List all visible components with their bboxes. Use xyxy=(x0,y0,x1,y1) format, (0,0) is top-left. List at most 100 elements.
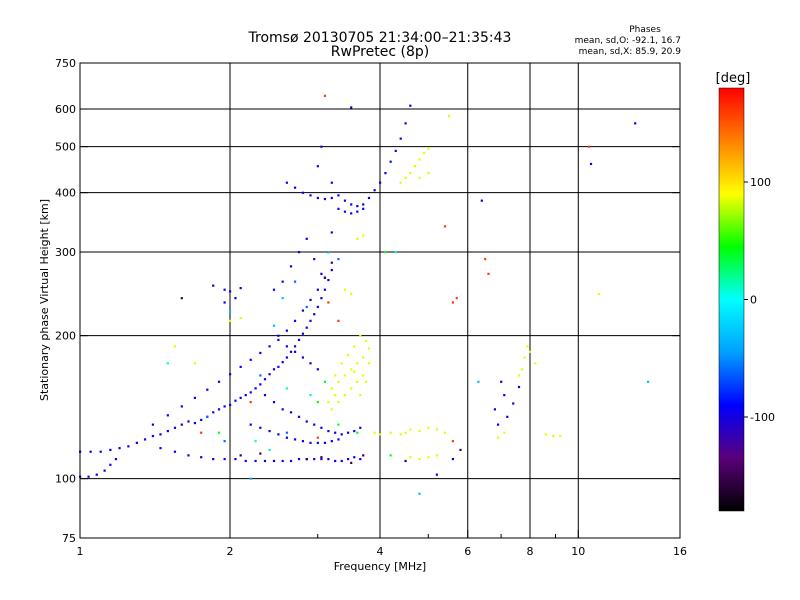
data-point xyxy=(180,423,183,426)
data-point xyxy=(223,405,226,408)
data-point xyxy=(367,196,371,200)
data-point xyxy=(418,429,421,433)
data-point xyxy=(346,457,350,461)
data-point xyxy=(350,368,353,371)
data-point xyxy=(305,237,308,240)
data-point xyxy=(350,387,353,390)
data-point xyxy=(244,459,247,463)
data-point xyxy=(334,459,337,463)
data-point xyxy=(327,401,330,404)
data-point xyxy=(350,106,353,109)
data-point xyxy=(313,258,316,261)
data-point xyxy=(159,447,162,450)
data-point xyxy=(337,401,340,404)
data-point xyxy=(506,415,509,418)
y-tick-label: 500 xyxy=(55,141,76,154)
data-point xyxy=(223,301,226,304)
data-point xyxy=(330,181,333,184)
data-point xyxy=(343,288,347,291)
data-point xyxy=(359,426,362,429)
data-point xyxy=(173,426,177,429)
data-point xyxy=(330,440,333,443)
data-point xyxy=(362,454,365,457)
data-point xyxy=(320,457,323,461)
data-point xyxy=(320,426,323,429)
data-point xyxy=(285,356,288,359)
data-point xyxy=(323,276,327,279)
data-point xyxy=(337,438,340,441)
data-point xyxy=(316,436,319,439)
data-point xyxy=(87,475,90,478)
data-point xyxy=(343,374,347,377)
x-tick-label: 6 xyxy=(464,545,471,558)
data-point xyxy=(114,457,118,461)
data-point xyxy=(323,441,327,444)
grid-lines xyxy=(80,63,680,538)
data-point xyxy=(496,423,500,426)
data-point xyxy=(373,431,376,434)
data-point xyxy=(239,316,242,320)
data-point xyxy=(384,172,387,175)
data-point xyxy=(109,448,112,452)
data-point xyxy=(367,362,371,365)
data-point xyxy=(316,401,319,404)
data-point xyxy=(305,420,308,423)
data-point xyxy=(320,456,323,459)
data-point xyxy=(330,261,333,264)
data-point xyxy=(281,408,284,411)
data-point xyxy=(223,457,226,461)
data-point xyxy=(356,380,359,383)
data-point xyxy=(281,280,284,283)
data-point xyxy=(212,457,215,461)
data-point xyxy=(259,374,262,377)
data-point xyxy=(272,324,276,327)
x-tick-label: 4 xyxy=(377,545,384,558)
x-axis-label: Frequency [MHz] xyxy=(334,560,426,573)
colorbar: [deg] 100 0 -100 xyxy=(716,71,775,512)
data-point xyxy=(343,199,347,202)
data-point xyxy=(109,463,112,466)
data-point xyxy=(249,477,252,480)
data-point xyxy=(529,350,532,353)
data-point xyxy=(293,319,297,322)
data-point xyxy=(384,251,387,254)
data-point xyxy=(327,251,330,254)
data-point xyxy=(330,196,333,200)
data-point xyxy=(394,149,397,153)
data-point xyxy=(200,431,203,434)
data-point xyxy=(427,147,430,150)
phases-o-stats: mean, sd,O: -92.1, 16.7 xyxy=(575,36,681,46)
data-point xyxy=(353,345,356,348)
data-point xyxy=(389,454,392,457)
data-point xyxy=(272,459,276,463)
data-point xyxy=(173,450,177,453)
data-point xyxy=(277,433,280,436)
data-point xyxy=(309,319,312,322)
data-point xyxy=(359,334,362,337)
data-point xyxy=(362,374,365,377)
data-point xyxy=(589,162,593,166)
data-point xyxy=(313,423,316,426)
data-point xyxy=(223,288,226,291)
data-point xyxy=(305,457,308,461)
data-point xyxy=(200,418,203,422)
data-point xyxy=(289,265,293,268)
data-point xyxy=(418,492,421,495)
data-point xyxy=(249,423,252,426)
data-point xyxy=(435,454,438,457)
colorbar-tick-label: 100 xyxy=(750,176,771,189)
data-point xyxy=(281,361,284,364)
data-point xyxy=(373,189,376,192)
data-point xyxy=(293,345,297,348)
data-point xyxy=(166,429,169,433)
data-point xyxy=(443,225,447,228)
data-point xyxy=(340,362,343,365)
data-point xyxy=(103,469,106,472)
phases-heading: Phases xyxy=(629,25,661,35)
data-point xyxy=(143,438,147,441)
data-point xyxy=(435,428,438,431)
data-point xyxy=(309,394,312,397)
data-point xyxy=(327,457,330,461)
data-point xyxy=(180,405,183,408)
data-point xyxy=(229,290,232,293)
